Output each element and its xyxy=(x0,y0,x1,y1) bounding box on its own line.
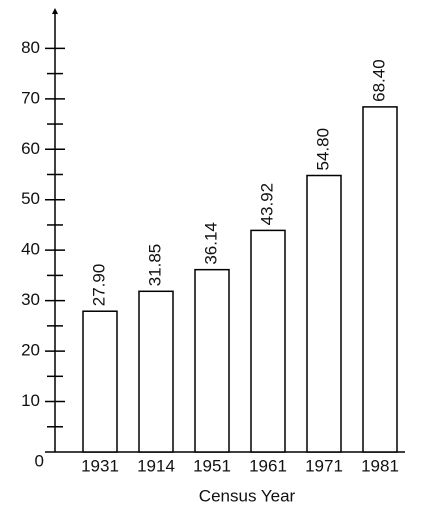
y-axis-arrow xyxy=(52,8,58,14)
y-tick-label: 10 xyxy=(21,391,40,410)
bar xyxy=(195,270,229,452)
x-axis-label: Census Year xyxy=(199,486,296,505)
x-tick-label: 1931 xyxy=(81,456,119,475)
x-tick-label: 1981 xyxy=(361,456,399,475)
bar xyxy=(83,311,117,452)
y-tick-label: 0 xyxy=(35,451,44,470)
y-tick-label: 20 xyxy=(21,341,40,360)
value-label: 27.90 xyxy=(89,264,108,307)
y-tick-label: 50 xyxy=(21,189,40,208)
value-label: 43.92 xyxy=(257,183,276,226)
value-label: 54.80 xyxy=(313,128,332,171)
y-tick-label: 60 xyxy=(21,139,40,158)
bar xyxy=(363,107,397,452)
chart: Census Year 0 10 20 30 40 50 60 70 80 1931 27.90 19… xyxy=(0,0,427,510)
value-label: 31.85 xyxy=(145,244,164,287)
x-tick-label: 1914 xyxy=(137,456,175,475)
bar xyxy=(307,176,341,452)
x-tick-label: 1971 xyxy=(305,456,343,475)
y-tick-label: 40 xyxy=(21,240,40,259)
value-label: 68.40 xyxy=(369,59,388,102)
value-label: 36.14 xyxy=(201,222,220,265)
x-tick-label: 1951 xyxy=(193,456,231,475)
y-tick-label: 70 xyxy=(21,88,40,107)
x-tick-label: 1961 xyxy=(249,456,287,475)
bar xyxy=(139,291,173,452)
y-tick-label: 80 xyxy=(21,38,40,57)
bar xyxy=(251,230,285,452)
y-tick-label: 30 xyxy=(21,290,40,309)
